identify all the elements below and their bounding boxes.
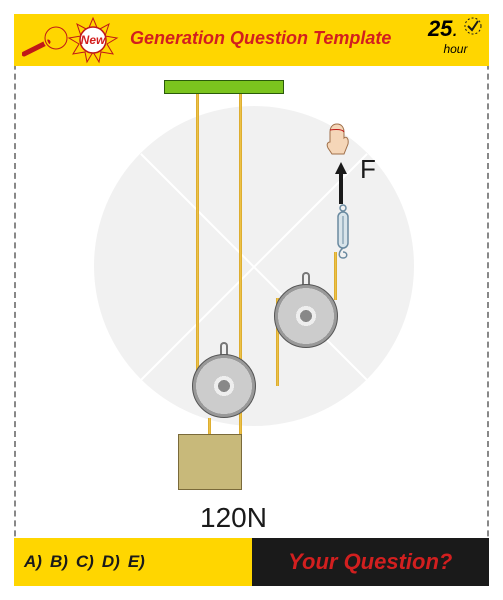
- option-c[interactable]: C): [76, 552, 94, 572]
- question-prompt: Your Question?: [252, 538, 490, 586]
- header-title: Generation Question Template: [130, 28, 391, 49]
- force-arrow-icon: [334, 162, 348, 209]
- footer: A) B) C) D) E) Your Question?: [14, 538, 489, 586]
- rope: [196, 94, 199, 386]
- hour-unit: hour: [428, 42, 483, 56]
- option-d[interactable]: D): [102, 552, 120, 572]
- pulley-wheel: [192, 354, 256, 418]
- weight-box: [178, 434, 242, 490]
- weight-label: 120N: [200, 502, 267, 534]
- option-e[interactable]: E): [128, 552, 145, 572]
- hour-badge: 25. hour: [428, 16, 483, 56]
- spring-scale-icon: [334, 204, 352, 265]
- pulley-upper: [274, 284, 338, 348]
- answer-options: A) B) C) D) E): [14, 538, 252, 586]
- hand-icon: [322, 122, 352, 163]
- magnifier-icon: [22, 24, 72, 65]
- hour-number: 25: [428, 16, 452, 41]
- ceiling-bar: [164, 80, 284, 94]
- physics-diagram: 120N F: [14, 66, 489, 538]
- option-b[interactable]: B): [50, 552, 68, 572]
- option-a[interactable]: A): [24, 552, 42, 572]
- header: New Generation Question Template 25. hou…: [14, 14, 489, 66]
- pulley-wheel: [274, 284, 338, 348]
- new-badge: New: [66, 16, 120, 64]
- new-text: New: [81, 33, 106, 47]
- check-icon: [463, 16, 483, 41]
- force-label: F: [360, 154, 376, 185]
- pulley-lower: [192, 354, 256, 418]
